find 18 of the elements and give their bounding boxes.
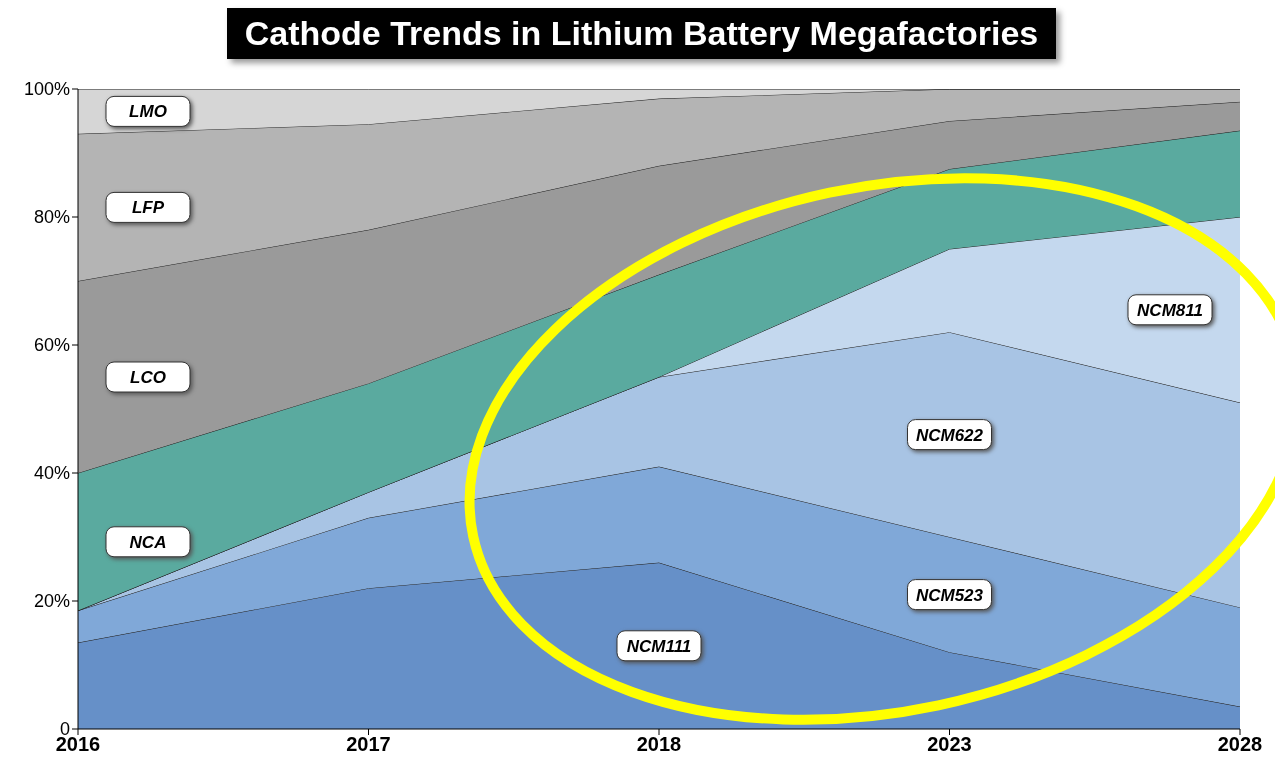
series-label: NCM523 xyxy=(915,585,984,605)
series-label: NCA xyxy=(129,532,167,552)
y-tick-label: 20% xyxy=(33,591,70,612)
x-tick-label: 2023 xyxy=(927,733,972,756)
x-tick-label: 2017 xyxy=(346,733,391,756)
y-tick-label: 100% xyxy=(23,79,70,100)
series-label: LCO xyxy=(130,368,166,387)
chart-title: Cathode Trends in Lithium Battery Megafactories xyxy=(226,8,1057,59)
x-tick-label: 2028 xyxy=(1217,733,1263,756)
y-tick-label: 40% xyxy=(33,463,70,484)
x-tick-label: 2018 xyxy=(636,733,682,756)
series-label: NCM111 xyxy=(626,636,692,656)
y-tick-label: 80% xyxy=(33,207,70,228)
series-label: NCM622 xyxy=(915,425,984,445)
series-label: LFP xyxy=(131,198,165,218)
y-tick-label: 60% xyxy=(33,335,70,356)
series-label: NCM811 xyxy=(1137,300,1203,320)
series-label: LMO xyxy=(129,102,167,122)
